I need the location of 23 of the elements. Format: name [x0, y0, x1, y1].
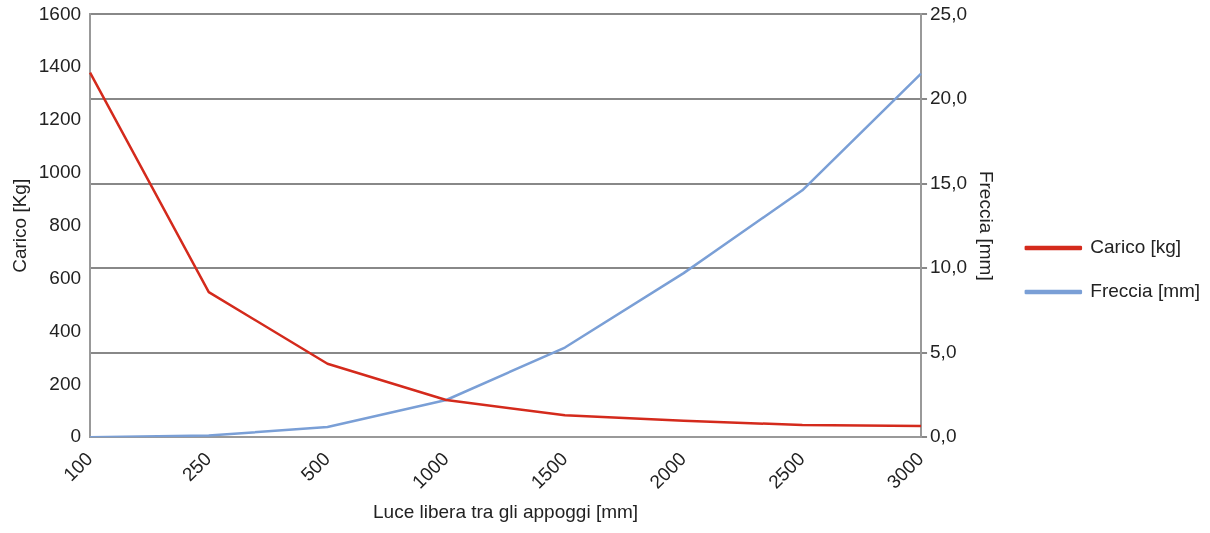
y-tick-label: 1400: [38, 55, 82, 77]
y-tick-label: 800: [49, 214, 82, 236]
x-tick-label: 500: [296, 447, 335, 486]
y-tick-label: 400: [49, 319, 82, 341]
y2-tick-label: 15,0: [930, 171, 968, 193]
y2-tick-label: 5,0: [930, 340, 957, 362]
y-tick-label: 1000: [38, 161, 82, 183]
y2-tick-label: 25,0: [930, 2, 968, 24]
x-axis-title: Luce libera tra gli appoggi [mm]: [373, 500, 639, 522]
y-tick-label: 600: [49, 266, 82, 288]
y-tick-label: 0: [70, 425, 82, 447]
y2-tick-label: 20,0: [930, 87, 968, 109]
y2-axis-title: Freccia [mm]: [976, 170, 998, 281]
y2-tick-label: 10,0: [930, 256, 968, 278]
y-tick-label: 200: [49, 372, 82, 394]
y-tick-label: 1200: [38, 108, 82, 130]
x-tick-label: 100: [59, 447, 97, 486]
legend-label: Carico [kg]: [1090, 236, 1182, 258]
y-axis-title: Carico [Kg]: [8, 178, 30, 273]
legend-label: Freccia [mm]: [1090, 280, 1201, 302]
y2-tick-label: 0,0: [930, 425, 957, 447]
y-tick-label: 1600: [38, 2, 82, 24]
x-tick-label: 250: [178, 447, 216, 486]
